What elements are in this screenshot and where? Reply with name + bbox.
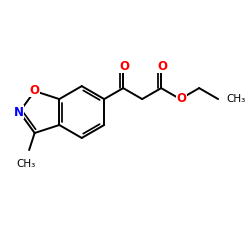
Text: CH₃: CH₃ bbox=[16, 159, 36, 169]
Text: CH₃: CH₃ bbox=[226, 94, 245, 104]
Text: O: O bbox=[119, 60, 129, 73]
Text: O: O bbox=[157, 60, 167, 73]
Text: O: O bbox=[30, 84, 40, 96]
Text: O: O bbox=[176, 92, 186, 104]
Text: N: N bbox=[14, 106, 24, 118]
